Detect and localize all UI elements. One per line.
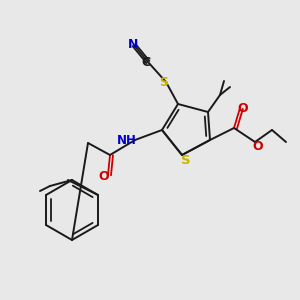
Text: N: N [128, 38, 138, 50]
Text: S: S [160, 76, 169, 89]
Text: NH: NH [117, 134, 137, 148]
Text: O: O [253, 140, 263, 152]
Text: C: C [141, 56, 151, 70]
Text: S: S [181, 154, 191, 166]
Text: O: O [238, 101, 248, 115]
Text: O: O [99, 170, 109, 184]
